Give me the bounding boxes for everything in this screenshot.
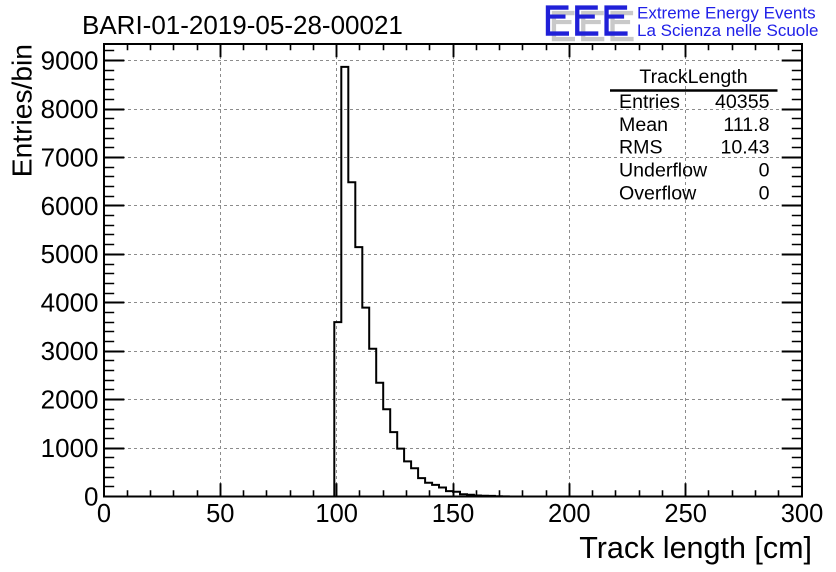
svg-text:Entries/bin: Entries/bin [6,44,38,177]
svg-text:2000: 2000 [41,385,99,415]
svg-text:Track length [cm]: Track length [cm] [579,531,812,565]
svg-text:TrackLength: TrackLength [639,66,747,88]
svg-text:0: 0 [759,160,770,182]
svg-text:40355: 40355 [715,91,770,113]
svg-text:250: 250 [664,500,707,528]
svg-text:Entries: Entries [619,91,680,113]
svg-text:6000: 6000 [41,191,99,221]
svg-text:Underflow: Underflow [619,160,708,182]
svg-text:150: 150 [432,500,475,528]
svg-text:50: 50 [206,500,234,528]
svg-text:Overflow: Overflow [619,182,697,204]
svg-text:300: 300 [781,500,824,528]
svg-text:8000: 8000 [41,94,99,124]
svg-text:4000: 4000 [41,288,99,318]
svg-text:0: 0 [759,182,770,204]
svg-text:100: 100 [315,500,358,528]
svg-text:0: 0 [97,500,111,528]
svg-text:7000: 7000 [41,142,99,172]
svg-text:3000: 3000 [41,336,99,366]
svg-text:9000: 9000 [41,46,99,76]
svg-text:BARI-01-2019-05-28-00021: BARI-01-2019-05-28-00021 [82,10,403,40]
svg-text:5000: 5000 [41,239,99,269]
svg-text:200: 200 [548,500,591,528]
svg-text:10.43: 10.43 [720,137,769,159]
svg-text:1000: 1000 [41,433,99,463]
svg-text:Extreme Energy Events: Extreme Energy Events [637,3,816,22]
svg-text:La Scienza nelle Scuole: La Scienza nelle Scuole [637,21,818,40]
svg-text:0: 0 [84,481,98,511]
svg-text:111.8: 111.8 [723,114,769,136]
svg-text:Mean: Mean [619,114,668,136]
svg-text:RMS: RMS [619,137,663,159]
